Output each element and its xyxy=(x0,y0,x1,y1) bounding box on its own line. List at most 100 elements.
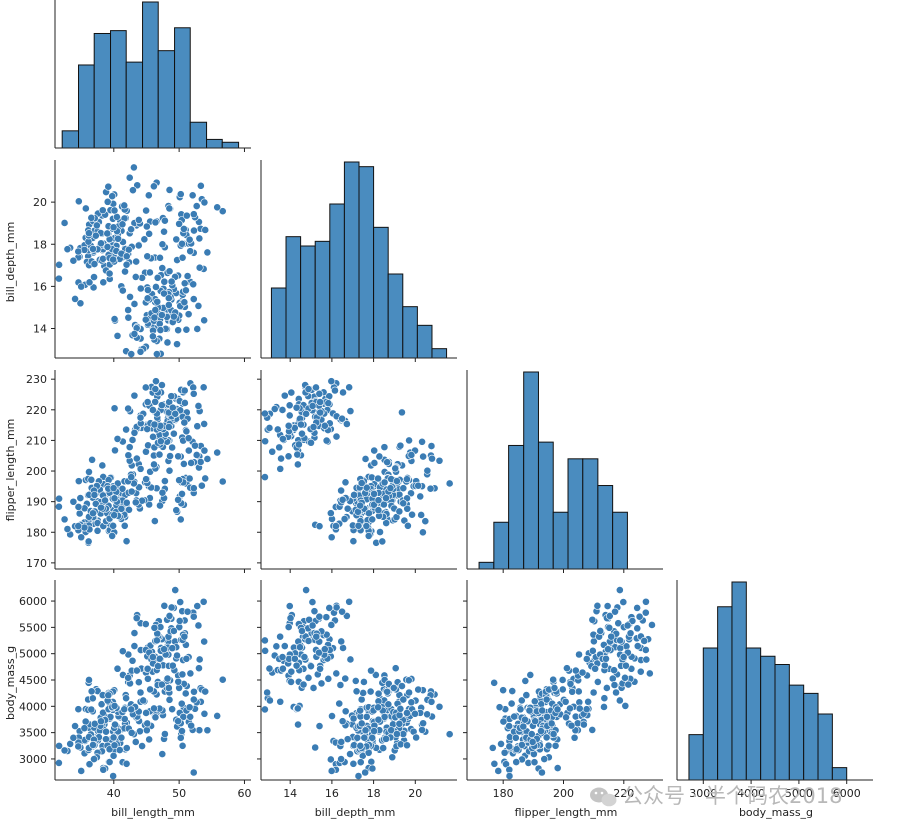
scatter-point xyxy=(164,301,173,309)
scatter-point xyxy=(615,696,624,705)
histogram-bar xyxy=(431,348,448,359)
scatter-point xyxy=(588,615,597,624)
scatter-point xyxy=(218,477,227,486)
scatter-point xyxy=(185,235,194,244)
scatter-point xyxy=(189,768,198,777)
scatter-point xyxy=(74,742,83,751)
scatter-point xyxy=(158,488,167,497)
scatter-point xyxy=(89,509,97,518)
scatter-point xyxy=(213,711,222,720)
scatter-point xyxy=(136,688,145,697)
scatter-point xyxy=(278,406,287,414)
scatter-point xyxy=(550,684,559,692)
scatter-point xyxy=(168,705,177,714)
histogram-bar xyxy=(523,371,539,570)
scatter-point xyxy=(376,528,384,536)
scatter-point xyxy=(71,294,79,303)
scatter-point xyxy=(574,687,583,696)
scatter-point xyxy=(135,483,143,492)
scatter-point xyxy=(521,677,530,685)
scatter-point xyxy=(302,586,311,594)
scatter-point xyxy=(153,297,162,306)
scatter-point xyxy=(322,436,331,445)
scatter-point xyxy=(519,722,528,731)
scatter-point xyxy=(103,229,112,238)
scatter-point xyxy=(386,484,395,493)
scatter-body-mass-g-vs-flipper-length-mm xyxy=(488,586,656,780)
scatter-point xyxy=(517,696,526,705)
scatter-point xyxy=(566,679,575,688)
scatter-point xyxy=(341,478,350,487)
scatter-point xyxy=(317,679,326,688)
scatter-point xyxy=(374,506,383,515)
scatter-point xyxy=(142,726,151,735)
scatter-point xyxy=(200,420,209,428)
scatter-point xyxy=(265,664,274,673)
histogram-bar xyxy=(702,647,719,781)
y-tick-label-body-mass-g: 6000 xyxy=(19,595,47,608)
scatter-point xyxy=(563,664,571,673)
scatter-point xyxy=(405,436,413,445)
scatter-point xyxy=(387,726,396,735)
scatter-point xyxy=(195,655,204,664)
scatter-point xyxy=(92,221,101,230)
scatter-point xyxy=(320,645,329,654)
scatter-point xyxy=(374,715,383,724)
scatter-point xyxy=(427,442,436,450)
scatter-point xyxy=(331,386,339,395)
scatter-point xyxy=(87,213,96,222)
scatter-point xyxy=(499,717,508,726)
axes-r0-c0 xyxy=(54,0,251,149)
scatter-point xyxy=(199,597,208,606)
scatter-point xyxy=(508,687,517,695)
scatter-point xyxy=(134,678,143,687)
scatter-point xyxy=(174,326,183,335)
scatter-point xyxy=(312,632,321,641)
scatter-point xyxy=(178,253,187,262)
scatter-point xyxy=(327,767,336,775)
x-axis-label-bill-length: bill_length_mm xyxy=(111,806,195,819)
scatter-point xyxy=(268,447,277,456)
scatter-point xyxy=(85,278,94,287)
scatter-point xyxy=(136,464,145,473)
scatter-point xyxy=(105,758,114,766)
histogram-bar xyxy=(270,287,287,359)
scatter-point xyxy=(316,408,325,417)
scatter-point xyxy=(99,278,108,287)
scatter-point xyxy=(156,501,164,510)
scatter-point xyxy=(174,452,183,461)
scatter-point xyxy=(570,733,579,742)
scatter-point xyxy=(168,443,177,452)
scatter-point xyxy=(122,260,131,269)
scatter-point xyxy=(74,503,83,511)
scatter-point xyxy=(142,475,150,484)
scatter-point xyxy=(354,521,363,530)
histogram-body-mass-g xyxy=(688,581,848,781)
histogram-bar xyxy=(285,236,302,359)
scatter-point xyxy=(320,421,329,430)
scatter-point xyxy=(155,654,164,663)
scatter-point xyxy=(165,267,174,276)
histogram-bar xyxy=(567,458,584,570)
x-axis-label-body-mass: body_mass_g xyxy=(739,806,813,819)
histogram-bar xyxy=(142,1,159,149)
scatter-point xyxy=(174,495,182,504)
scatter-point xyxy=(85,468,93,476)
scatter-point xyxy=(382,494,390,503)
scatter-point xyxy=(141,620,150,628)
histogram-bill-length-mm xyxy=(61,1,240,149)
scatter-point xyxy=(307,438,315,447)
scatter-point xyxy=(403,521,412,530)
scatter-point xyxy=(122,252,131,261)
scatter-point xyxy=(114,234,122,243)
scatter-point xyxy=(104,182,113,191)
scatter-point xyxy=(110,315,119,323)
scatter-point xyxy=(531,717,540,726)
scatter-point xyxy=(182,325,191,334)
scatter-point xyxy=(136,284,145,293)
scatter-point xyxy=(122,425,130,434)
scatter-point xyxy=(85,760,94,769)
scatter-point xyxy=(178,741,187,750)
scatter-point xyxy=(605,623,614,632)
scatter-point xyxy=(113,331,122,340)
